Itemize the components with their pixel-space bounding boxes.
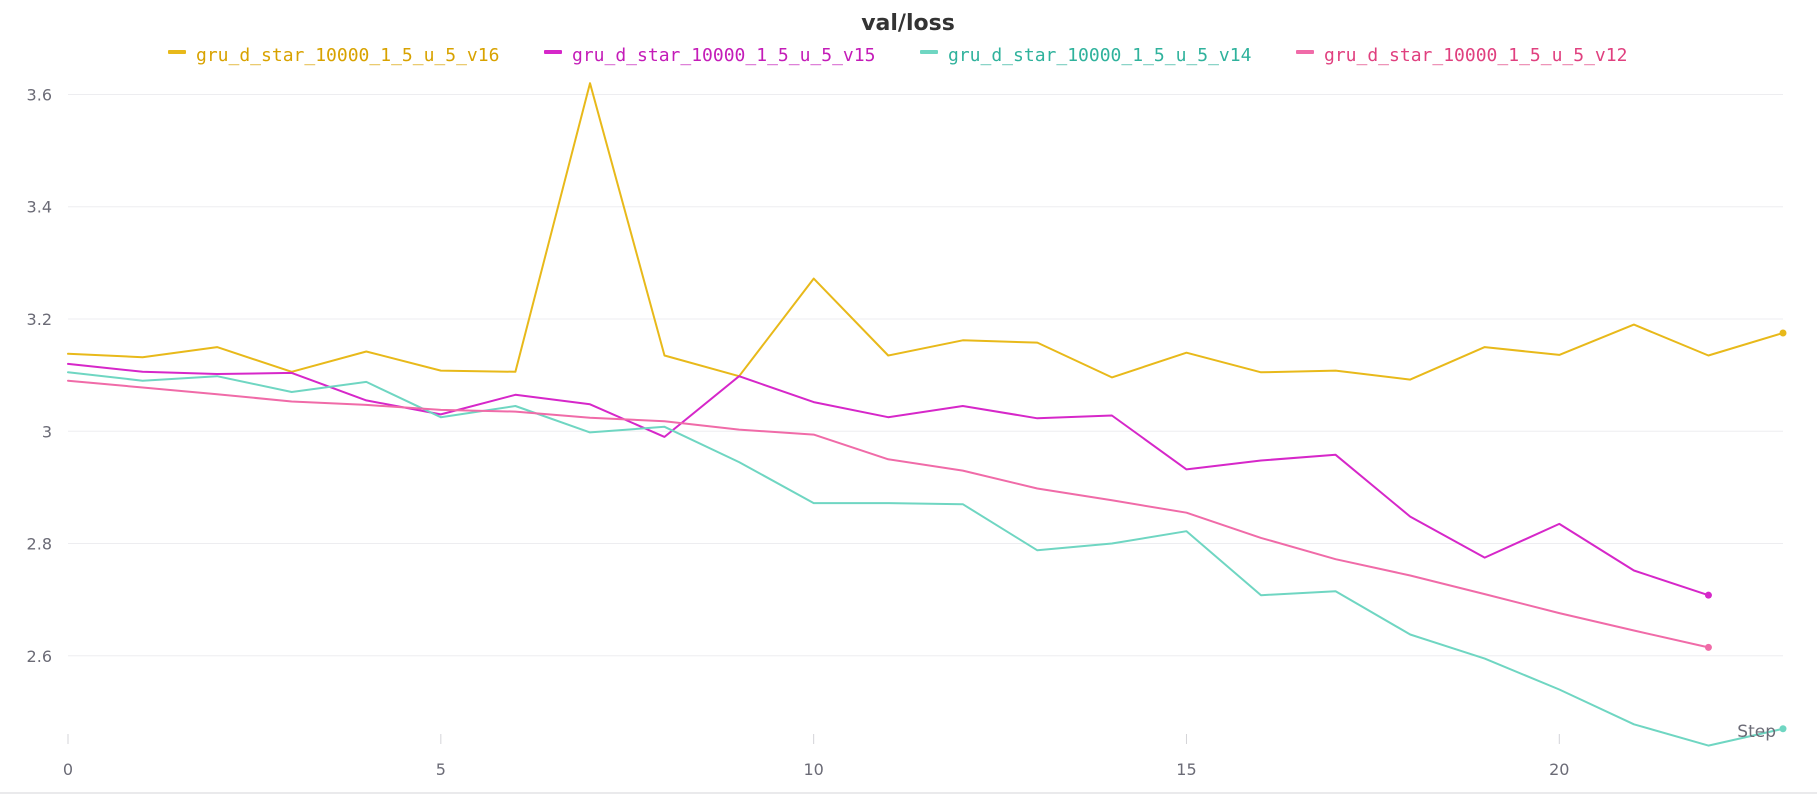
y-tick-label: 3.4 (27, 198, 52, 217)
series-line-3 (67, 379, 1710, 649)
y-tick-label: 2.8 (27, 535, 52, 554)
x-tick-label: 0 (63, 760, 73, 779)
legend-swatch (168, 50, 186, 54)
y-tick-label: 3.2 (27, 310, 52, 329)
x-tick-label: 5 (436, 760, 446, 779)
series-group (67, 82, 1787, 747)
legend-swatch (920, 50, 938, 54)
legend-swatch (1296, 50, 1314, 54)
chart-title: val/loss (861, 11, 955, 36)
y-tick-label: 2.6 (27, 647, 52, 666)
x-tick-label: 15 (1176, 760, 1196, 779)
y-axis: 2.6 2.8 3 3.2 3.4 3.6 (27, 85, 52, 665)
x-axis-label: Step (1737, 722, 1776, 742)
series-line-2 (67, 371, 1784, 747)
x-tick-label: 10 (803, 760, 823, 779)
legend-label: gru_d_star_10000_1_5_u_5_v12 (1324, 45, 1627, 66)
y-tick-label: 3 (42, 422, 52, 441)
x-tick-label: 20 (1549, 760, 1569, 779)
legend-label: gru_d_star_10000_1_5_u_5_v14 (948, 45, 1251, 66)
x-axis: 0 5 10 15 20 (0, 734, 1817, 794)
series-endpoint-1 (1704, 591, 1712, 599)
grid (68, 93, 1783, 657)
y-tick-label: 3.6 (27, 85, 52, 104)
series-endpoint-3 (1704, 643, 1712, 651)
series-line-0 (67, 82, 1784, 381)
legend-label: gru_d_star_10000_1_5_u_5_v15 (572, 45, 875, 66)
legend-swatch (544, 50, 562, 54)
series-line-1 (67, 362, 1710, 597)
series-endpoint-0 (1779, 329, 1787, 337)
legend: gru_d_star_10000_1_5_u_5_v16 gru_d_star_1… (168, 45, 1627, 66)
series-endpoint-2 (1779, 725, 1787, 733)
legend-label: gru_d_star_10000_1_5_u_5_v16 (196, 45, 499, 66)
